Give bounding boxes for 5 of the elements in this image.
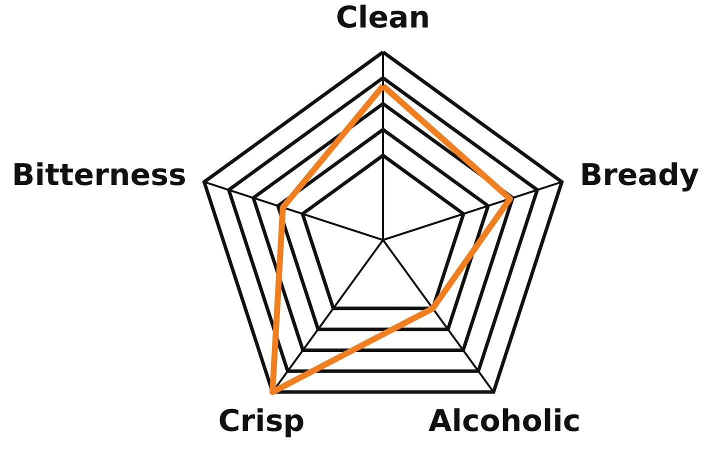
spoke-label: Alcoholic xyxy=(428,404,581,440)
spoke-label: Crisp xyxy=(218,404,305,440)
spoke-label: Bready xyxy=(580,158,700,194)
spoke-label: Clean xyxy=(336,0,430,36)
spoke-label: Bitterness xyxy=(12,158,186,194)
